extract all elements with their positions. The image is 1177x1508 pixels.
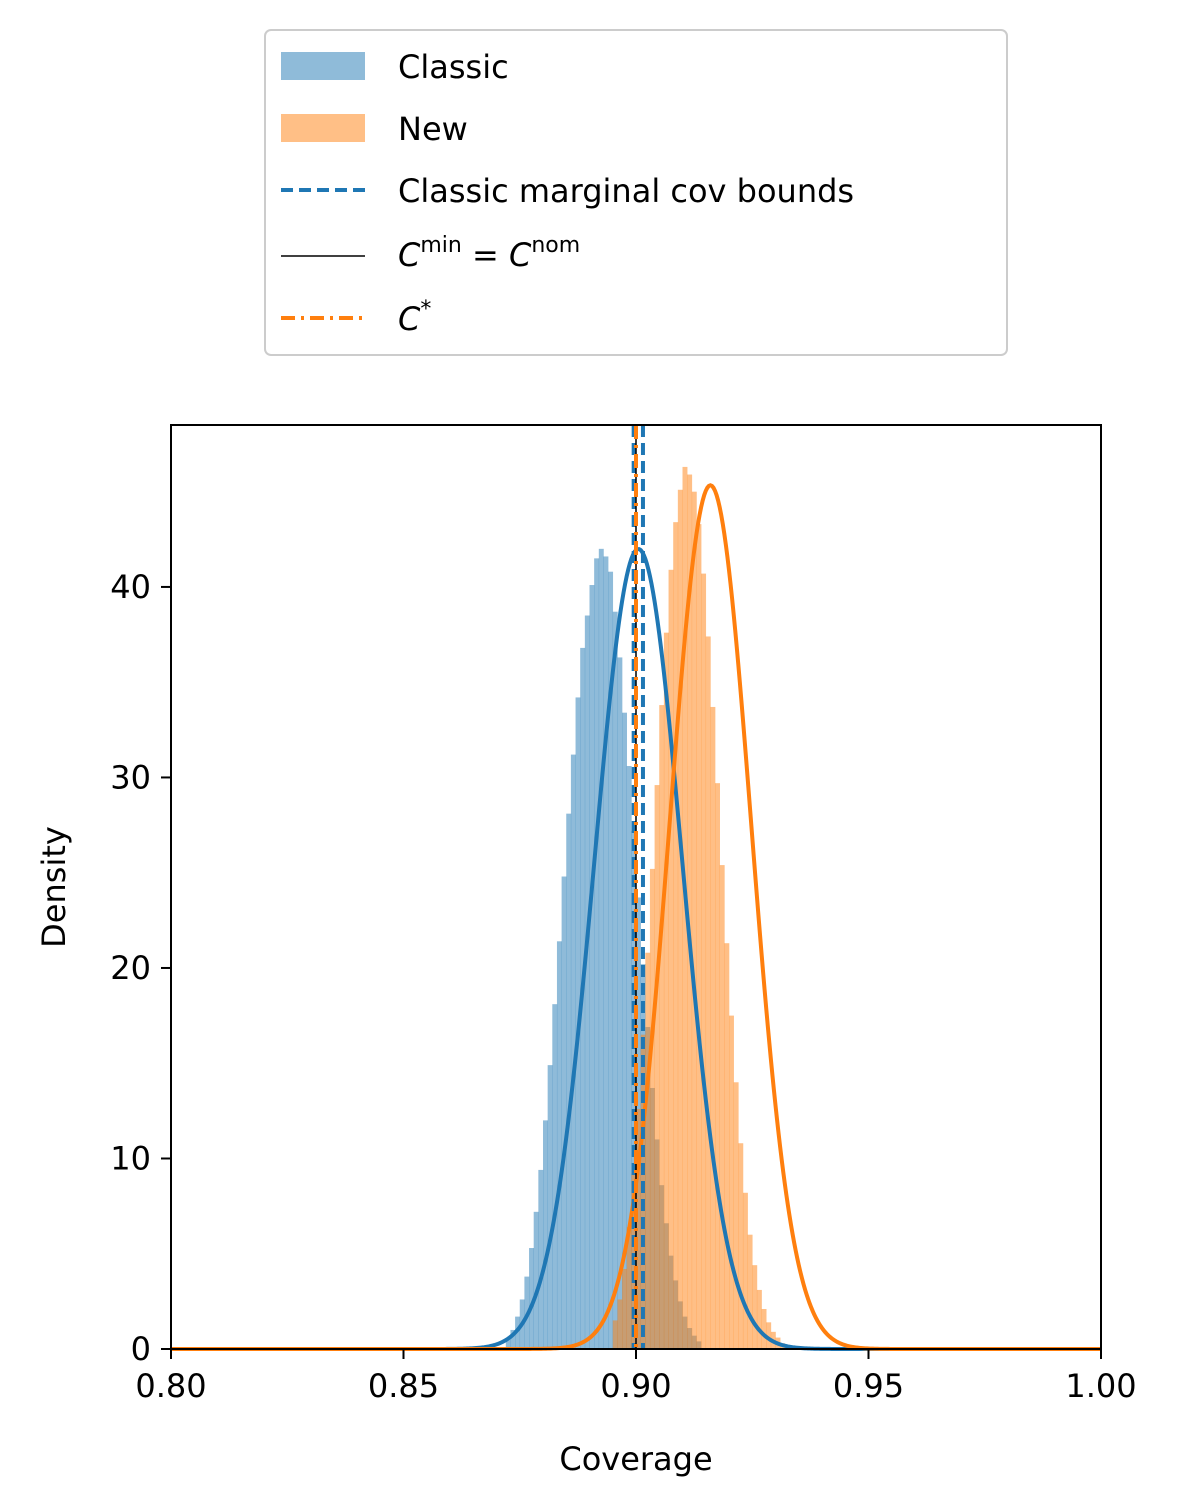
classic-histogram-bar — [603, 556, 609, 1349]
new-histogram-bar — [677, 489, 683, 1349]
classic-histogram-bar — [529, 1248, 534, 1349]
x-tick-label: 0.80 — [135, 1367, 206, 1405]
x-tick-label: 0.90 — [600, 1367, 671, 1405]
classic-histogram-bar — [561, 876, 567, 1349]
legend: Classic New Classic marginal cov bounds … — [264, 29, 1008, 356]
new-histogram-bar — [659, 705, 665, 1349]
legend-swatch-new — [281, 114, 365, 142]
x-axis-label: Coverage — [559, 1440, 712, 1478]
legend-label-new: New — [398, 110, 468, 148]
classic-histogram-bar — [622, 712, 627, 1349]
classic-histogram-bar — [584, 615, 590, 1349]
new-histogram-bar — [715, 783, 720, 1349]
new-histogram-bar — [691, 491, 697, 1349]
x-tick-label: 0.95 — [833, 1367, 904, 1405]
classic-histogram-bar — [594, 558, 600, 1349]
legend-label-cstar: C* — [398, 297, 431, 338]
new-histogram-bar — [705, 636, 711, 1349]
classic-histogram-bar — [608, 571, 614, 1349]
new-histogram-bar — [622, 1268, 627, 1349]
legend-swatch-classic — [281, 52, 365, 80]
new-histogram-bar — [756, 1289, 762, 1349]
y-tick-label: 20 — [110, 949, 151, 987]
new-histogram-bar — [636, 1108, 641, 1349]
new-histogram-bar — [668, 569, 674, 1349]
y-tick-label: 40 — [110, 568, 151, 606]
new-histogram-bar — [742, 1192, 748, 1349]
y-tick-label: 0 — [131, 1330, 151, 1368]
new-histogram-bar — [617, 1299, 623, 1349]
new-histogram-bar — [747, 1234, 753, 1349]
classic-histogram-bar — [570, 754, 576, 1349]
new-histogram-bar — [729, 1015, 734, 1349]
classic-histogram-bar — [533, 1211, 539, 1349]
legend-box — [264, 29, 1008, 356]
new-histogram-bar — [724, 943, 730, 1349]
new-histogram-bar — [696, 524, 702, 1349]
classic-histogram-bar — [617, 657, 623, 1349]
new-histogram-bar — [612, 1320, 618, 1349]
new-histogram-bar — [719, 865, 725, 1349]
classic-histogram-bar — [612, 611, 618, 1349]
new-histogram-bar — [752, 1265, 758, 1349]
new-histogram-bar — [673, 522, 679, 1349]
y-axis-label: Density — [35, 826, 73, 948]
classic-histogram-bar — [543, 1120, 548, 1349]
new-histogram-bar — [701, 573, 707, 1349]
legend-label-classic: Classic — [398, 48, 509, 86]
new-histogram-bar — [738, 1143, 744, 1349]
x-axis-ticks: 0.80 0.85 0.90 0.95 1.00 — [135, 1349, 1137, 1405]
new-histogram-bar — [649, 868, 655, 1349]
classic-histogram-bar — [552, 1004, 558, 1349]
classic-histogram-bar — [626, 766, 632, 1349]
classic-histogram-bar — [631, 830, 637, 1349]
classic-histogram-bar — [566, 813, 572, 1349]
y-tick-label: 30 — [110, 758, 151, 796]
new-histogram-bar — [626, 1227, 632, 1349]
new-histogram — [612, 466, 818, 1349]
classic-histogram-bar — [538, 1169, 544, 1349]
classic-histogram-bar — [589, 585, 595, 1349]
y-tick-label: 10 — [110, 1139, 151, 1177]
classic-histogram-bar — [505, 1339, 511, 1349]
legend-label-bounds: Classic marginal cov bounds — [398, 172, 854, 210]
classic-histogram-bar — [547, 1065, 553, 1349]
new-histogram-bar — [710, 706, 716, 1349]
new-histogram-bar — [766, 1322, 772, 1349]
classic-histogram-bar — [556, 941, 562, 1349]
new-histogram-bar — [654, 785, 660, 1349]
classic-histogram-bar — [598, 548, 604, 1349]
x-tick-label: 1.00 — [1065, 1367, 1136, 1405]
x-tick-label: 0.85 — [368, 1367, 439, 1405]
y-axis-ticks: 0 10 20 30 40 — [110, 568, 171, 1368]
classic-histogram-bar — [510, 1329, 516, 1349]
new-histogram-bar — [733, 1082, 739, 1349]
reference-lines — [631, 425, 645, 1349]
new-histogram-bar — [663, 632, 669, 1349]
legend-label-cmin: Cmin = Cnom — [398, 233, 580, 274]
new-histogram-bar — [645, 952, 651, 1349]
new-histogram-bar — [687, 474, 693, 1349]
new-histogram-bar — [761, 1308, 767, 1349]
